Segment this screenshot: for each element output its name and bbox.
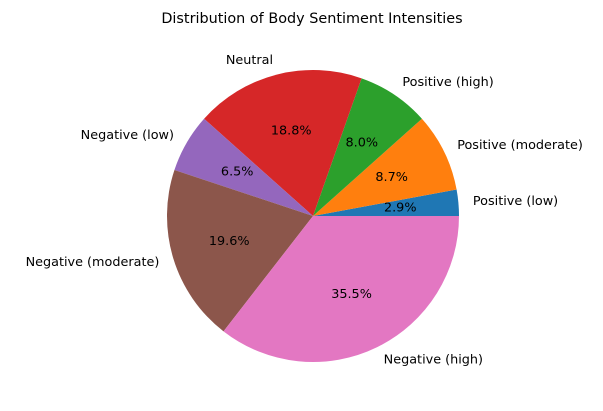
pct-label-positive-high: 8.0% bbox=[346, 136, 379, 151]
pie-slices bbox=[167, 70, 459, 362]
pct-label-negative-low: 6.5% bbox=[221, 165, 254, 180]
pie-slice-neutral bbox=[204, 70, 362, 216]
pie-slice-negative-moderate bbox=[167, 170, 313, 332]
slice-label-negative-low: Negative (low) bbox=[81, 128, 174, 143]
slice-label-negative-moderate: Negative (moderate) bbox=[26, 255, 160, 270]
slice-label-positive-low: Positive (low) bbox=[473, 194, 558, 209]
pct-label-positive-low: 2.9% bbox=[384, 201, 417, 216]
pie-slice-positive-low bbox=[313, 189, 459, 216]
pie-slice-negative-low bbox=[174, 118, 313, 216]
pct-label-positive-moderate: 8.7% bbox=[375, 170, 408, 185]
pct-label-negative-moderate: 19.6% bbox=[209, 234, 250, 249]
pie-slice-negative-high bbox=[223, 216, 459, 362]
chart-title: Distribution of Body Sentiment Intensiti… bbox=[161, 11, 462, 27]
slice-label-neutral: Neutral bbox=[226, 53, 273, 68]
pie-slice-positive-high bbox=[313, 78, 422, 216]
pie-slice-positive-moderate bbox=[313, 118, 457, 216]
pct-label-negative-high: 35.5% bbox=[331, 287, 372, 302]
slice-label-positive-high: Positive (high) bbox=[402, 75, 493, 90]
slice-labels: 2.9% Positive (low) 8.7% Positive (moderate… bbox=[26, 53, 583, 368]
slice-label-positive-moderate: Positive (moderate) bbox=[457, 138, 583, 153]
pct-label-neutral: 18.8% bbox=[271, 124, 312, 139]
slice-label-negative-high: Negative (high) bbox=[384, 353, 483, 368]
